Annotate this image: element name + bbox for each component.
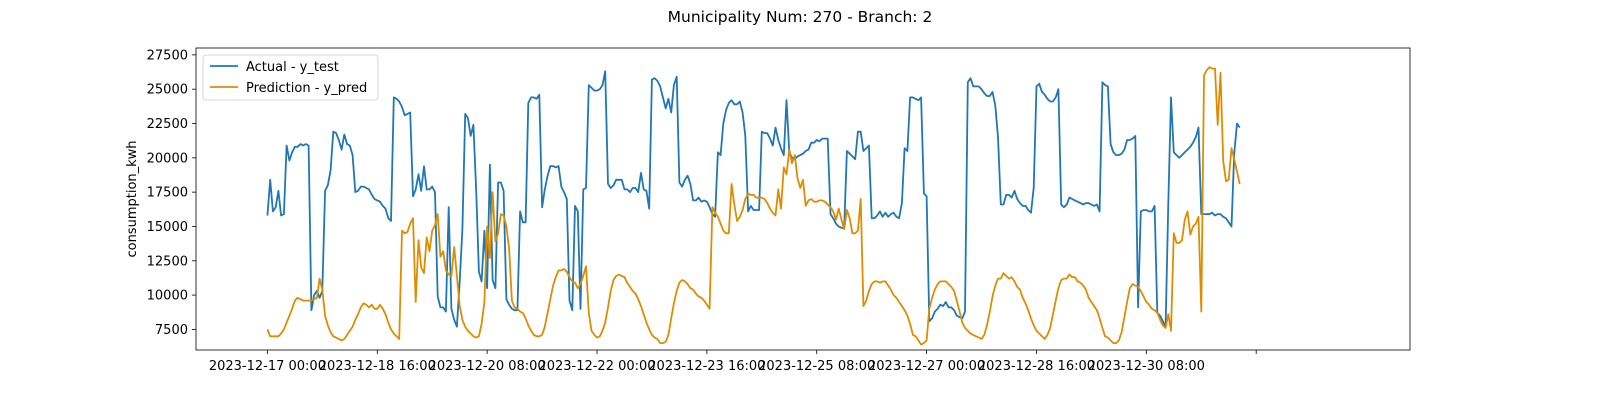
y-tick-label: 22500: [147, 117, 188, 132]
legend-label-prediction: Prediction - y_pred: [246, 81, 367, 96]
x-tick-label: 2023-12-30 08:00: [1088, 359, 1205, 374]
x-tick-label: 2023-12-27 00:00: [868, 359, 985, 374]
y-tick-label: 25000: [147, 83, 188, 98]
plot-frame: [195, 47, 1411, 351]
x-tick-label: 2023-12-23 16:00: [648, 359, 765, 374]
x-tick-label: 2023-12-17 00:00: [209, 359, 326, 374]
x-tick-label: 2023-12-22 00:00: [538, 359, 655, 374]
y-tick-label: 17500: [147, 186, 188, 201]
legend: Actual - y_test Prediction - y_pred: [202, 54, 379, 101]
y-tick-label: 15000: [147, 220, 188, 235]
legend-box: [202, 54, 379, 101]
x-tick-label: 2023-12-20 08:00: [429, 359, 546, 374]
y-tick-label: 7500: [155, 323, 188, 338]
x-tick-label: 2023-12-28 16:00: [978, 359, 1095, 374]
plot-area: [195, 47, 1411, 351]
y-tick-label: 12500: [147, 254, 188, 269]
y-tick-label: 10000: [147, 289, 188, 304]
legend-label-actual: Actual - y_test: [246, 60, 339, 75]
x-tick-label: 2023-12-18 16:00: [319, 359, 436, 374]
y-tick-label: 27500: [147, 48, 188, 63]
y-tick-label: 20000: [147, 151, 188, 166]
series-line-prediction: [266, 66, 1241, 346]
y-axis: 7500 10000 12500 15000 17500 20000 22500 25000 2…: [147, 48, 196, 338]
x-tick-label: 2023-12-25 08:00: [758, 359, 875, 374]
y-axis-label: consumption_kwh: [125, 140, 140, 257]
chart-title: Municipality Num: 270 - Branch: 2: [668, 8, 933, 26]
series-layer: [266, 66, 1241, 346]
series-line-actual: [266, 70, 1241, 328]
